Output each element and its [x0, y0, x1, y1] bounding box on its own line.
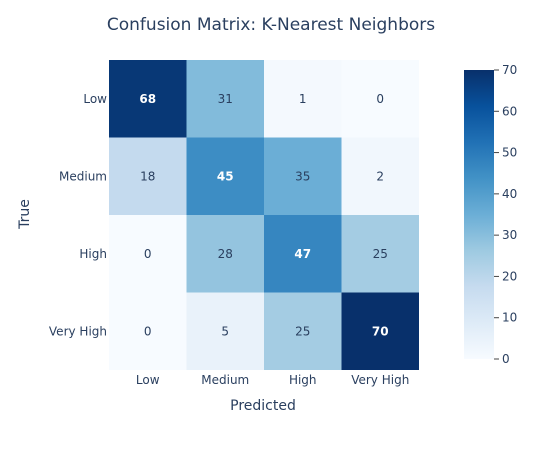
- colorbar-tick-label: 30: [502, 228, 517, 242]
- heatmap-cell: [109, 60, 187, 138]
- x-tick-label: Very High: [351, 373, 409, 387]
- y-tick-label: High: [79, 247, 107, 261]
- heatmap-cell: [109, 292, 187, 370]
- colorbar-tick-label: 10: [502, 311, 517, 325]
- cell-value-label: 2: [376, 169, 384, 183]
- x-axis-ticks: Low Medium High Very High: [136, 373, 409, 387]
- cell-value-label: 0: [144, 247, 152, 261]
- colorbar-ticks: 0 10 20 30 40 50 60 70: [494, 63, 517, 366]
- heatmap-cell: [341, 137, 419, 215]
- y-tick-label: Low: [83, 92, 107, 106]
- x-tick-label: Low: [136, 373, 160, 387]
- colorbar-tick-label: 60: [502, 104, 517, 118]
- cell-value-label: 68: [139, 92, 156, 106]
- heatmap-cell: [186, 137, 264, 215]
- cell-value-label: 1: [299, 92, 307, 106]
- heatmap-cell: [264, 137, 342, 215]
- heatmap-cell: [264, 60, 342, 138]
- cell-value-label: 28: [218, 247, 233, 261]
- cell-value-label: 70: [372, 324, 389, 338]
- cell-value-label: 45: [217, 169, 234, 183]
- cell-value-label: 0: [376, 92, 384, 106]
- heatmap-cell: [109, 137, 187, 215]
- colorbar-tick-label: 40: [502, 187, 517, 201]
- heatmap-cell: [264, 292, 342, 370]
- heatmap-cell: [186, 60, 264, 138]
- heatmap-cell: [341, 292, 419, 370]
- colorbar-tick-label: 70: [502, 63, 517, 77]
- cell-value-label: 31: [218, 92, 233, 106]
- y-tick-label: Very High: [49, 324, 107, 338]
- heatmap-cell: [109, 215, 187, 293]
- cell-value-label: 25: [295, 324, 310, 338]
- y-axis-ticks: Low Medium High Very High: [49, 92, 107, 339]
- heatmap-cell: [341, 215, 419, 293]
- colorbar-tick-label: 0: [502, 352, 510, 366]
- heatmap-cell: [264, 215, 342, 293]
- chart-title: Confusion Matrix: K-Nearest Neighbors: [107, 15, 435, 35]
- colorbar-tick-label: 20: [502, 269, 517, 283]
- heatmap-cell: [341, 60, 419, 138]
- cell-value-label: 0: [144, 324, 152, 338]
- heatmap-cell-labels: 68 31 1 0 18 45 35 2 0 28 47 25 0 5 25 70: [139, 92, 388, 339]
- cell-value-label: 47: [294, 247, 311, 261]
- y-tick-label: Medium: [59, 169, 107, 183]
- colorbar: [464, 70, 494, 359]
- x-tick-label: High: [289, 373, 317, 387]
- cell-value-label: 5: [221, 324, 229, 338]
- cell-value-label: 25: [373, 247, 388, 261]
- cell-value-label: 18: [140, 169, 155, 183]
- heatmap-cell: [186, 215, 264, 293]
- x-axis-title: Predicted: [230, 398, 296, 414]
- x-tick-label: Medium: [201, 373, 249, 387]
- y-axis-title: True: [17, 199, 33, 230]
- cell-value-label: 35: [295, 169, 310, 183]
- heatmap-cell: [186, 292, 264, 370]
- heatmap-cells: [109, 60, 419, 370]
- colorbar-tick-label: 50: [502, 146, 517, 160]
